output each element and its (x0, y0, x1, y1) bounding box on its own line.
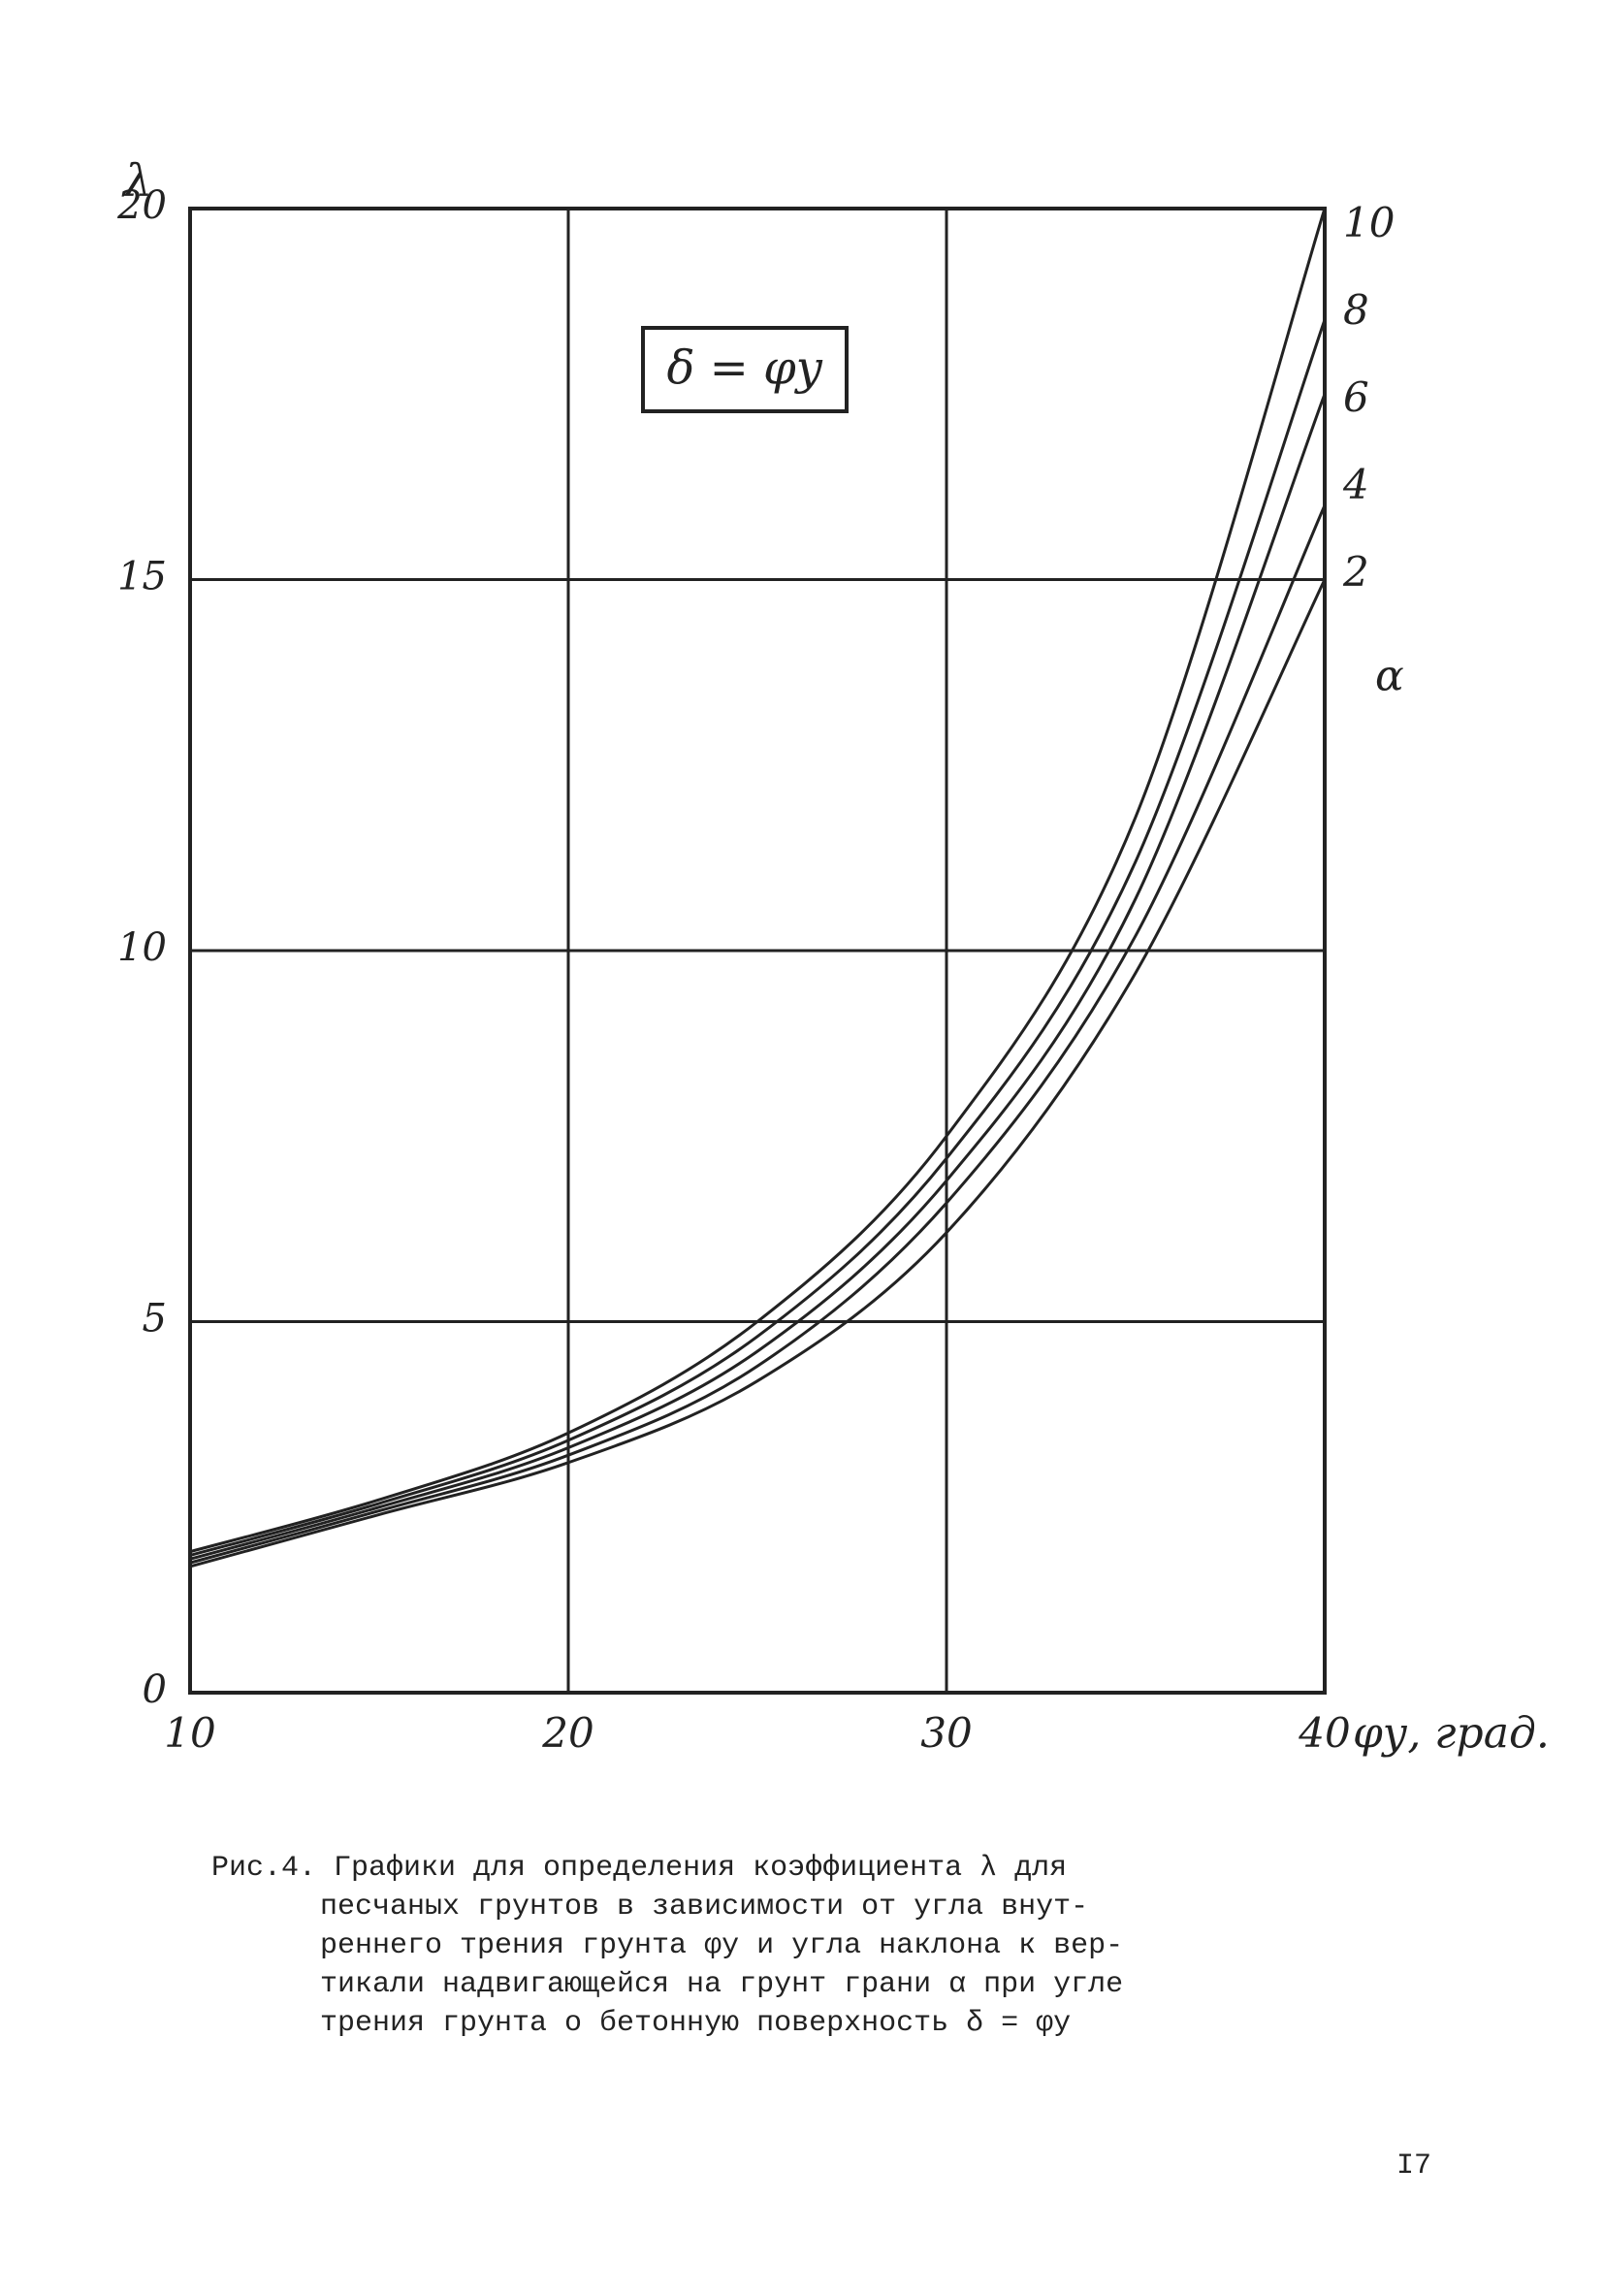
annotation-box (641, 326, 849, 413)
legend-title: α (1375, 652, 1404, 701)
x-tick-label: 30 (920, 1709, 972, 1757)
legend-label: 8 (1343, 286, 1369, 334)
x-tick-label: 10 (164, 1709, 215, 1757)
legend-label: 10 (1343, 199, 1395, 246)
legend-label: 6 (1343, 373, 1369, 421)
line-series (189, 504, 1327, 1565)
plot-frame (188, 207, 1327, 1695)
page-number: I7 (1396, 2150, 1431, 2183)
line-series (189, 319, 1327, 1557)
caption-line: песчаных грунтов в зависимости от угла в… (320, 1891, 1088, 1924)
caption-line: реннего трения грунта φу и угла наклона … (320, 1929, 1123, 1962)
caption-line: трения грунта о бетонную поверхность δ =… (320, 2007, 1071, 2040)
legend-label: 4 (1342, 461, 1369, 508)
x-tick-label: 40 (1298, 1709, 1350, 1757)
y-tick-label: 15 (117, 555, 167, 599)
x-axis-label: φу, град. (1353, 1709, 1550, 1759)
line-series (189, 393, 1327, 1561)
y-tick-label: 5 (143, 1297, 167, 1342)
line-series (189, 578, 1327, 1568)
line-series (189, 208, 1327, 1554)
annotation: δ = φу (666, 341, 822, 396)
x-tick-label: 20 (541, 1709, 593, 1757)
y-tick-label: 20 (116, 183, 167, 228)
caption-line: Рис.4. Графики для определения коэффицие… (211, 1852, 1067, 1885)
caption-line: тикали надвигающейся на грунт грани α пр… (320, 1968, 1123, 2001)
legend-label: 2 (1342, 548, 1369, 596)
y-tick-label: 10 (117, 925, 167, 970)
y-axis-label: λ (122, 154, 152, 207)
y-tick-label: 0 (143, 1667, 167, 1712)
